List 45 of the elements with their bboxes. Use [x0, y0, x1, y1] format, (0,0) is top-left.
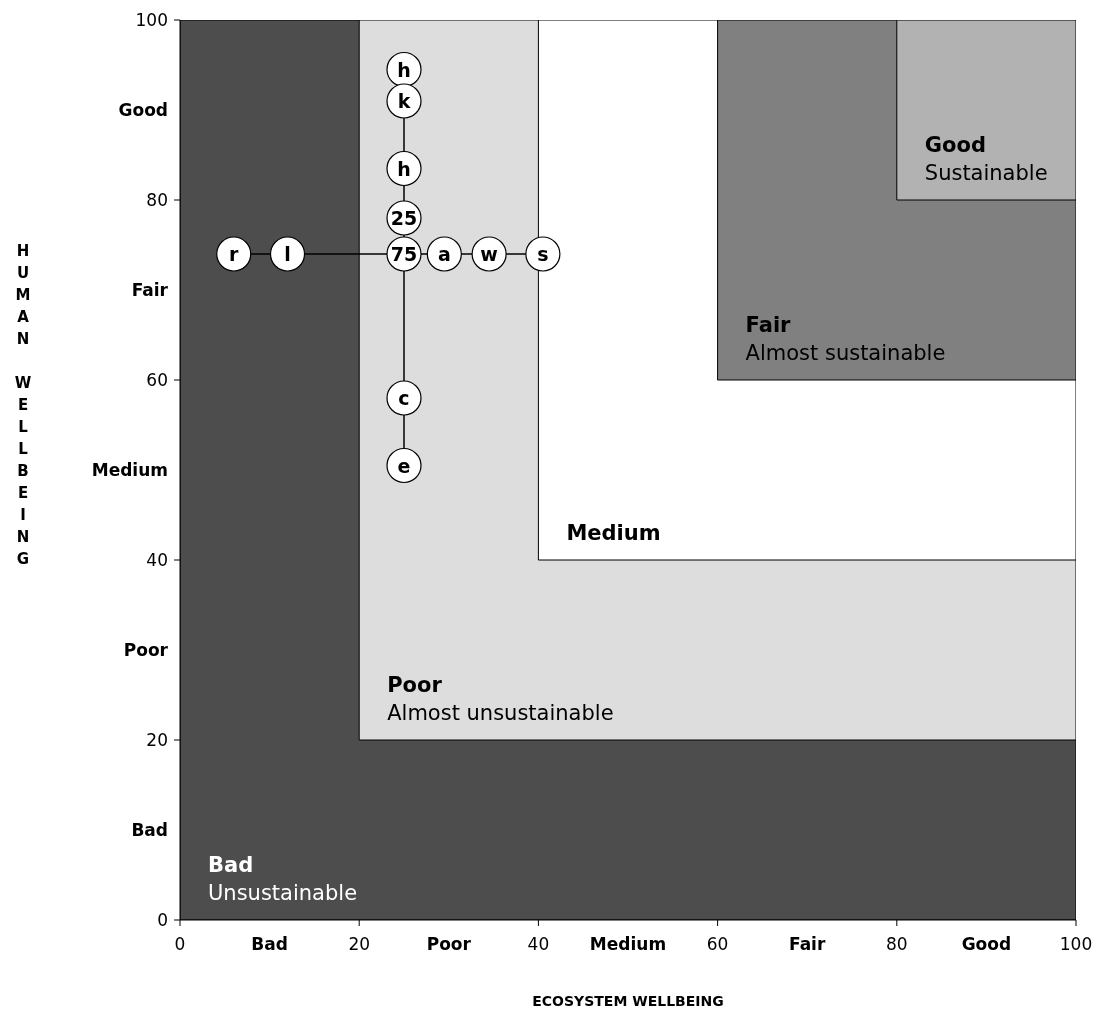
- annotation: 75: [390, 243, 418, 265]
- y-tick-label: Poor: [123, 640, 169, 660]
- y-tick-label: Medium: [91, 460, 168, 480]
- annotation: r: [229, 243, 240, 265]
- y-tick-label: Good: [118, 100, 168, 120]
- annotation: s: [537, 243, 549, 265]
- point: [269, 236, 306, 272]
- x-axis-title: ECOSYSTEM WELLBEING: [531, 993, 725, 1009]
- band-label: Bad Unsustainable: [208, 853, 358, 905]
- x-tick-label: Medium: [589, 934, 667, 954]
- annotation: c: [398, 387, 410, 409]
- x-tick-label: Bad: [251, 934, 288, 954]
- band-label: Good Sustainable: [924, 133, 1048, 185]
- x-tick-label: Good: [961, 934, 1012, 954]
- annotation: e: [397, 454, 411, 477]
- x-tick-label: 80: [885, 934, 908, 954]
- x-tick-label: 100: [1059, 934, 1093, 954]
- x-tick-label: Poor: [426, 934, 472, 954]
- annotation: h: [397, 58, 411, 81]
- band-label: Fair Almost sustainable: [745, 313, 946, 365]
- y-tick-label: 20: [146, 730, 168, 750]
- annotation: w: [480, 243, 498, 265]
- point: [216, 236, 252, 272]
- x-tick-label: 20: [348, 934, 371, 954]
- x-tick-label: 0: [174, 934, 186, 954]
- annotation: k: [397, 90, 411, 112]
- band-label: Poor Almost unsustainable: [387, 673, 614, 725]
- y-tick-label: 100: [135, 10, 168, 30]
- y-tick-label: Fair: [131, 280, 169, 300]
- y-tick-label: 60: [146, 370, 168, 390]
- y-tick-label: 40: [146, 550, 168, 570]
- x-tick-label: 40: [527, 934, 550, 954]
- annotation: 25: [390, 207, 418, 229]
- annotation: h: [397, 157, 411, 180]
- point: [386, 447, 422, 484]
- text: HUMAN WELLBEING: [14, 242, 32, 568]
- y-tick-label: 0: [157, 910, 168, 930]
- x-tick-label: 60: [706, 934, 729, 954]
- annotation: l: [284, 243, 291, 265]
- annotation: a: [437, 243, 451, 265]
- y-tick-label: Bad: [131, 820, 168, 840]
- y-tick-label: 80: [146, 190, 168, 210]
- band-label: Medium: [566, 521, 661, 545]
- point: [386, 380, 422, 416]
- x-tick-label: Fair: [789, 934, 826, 954]
